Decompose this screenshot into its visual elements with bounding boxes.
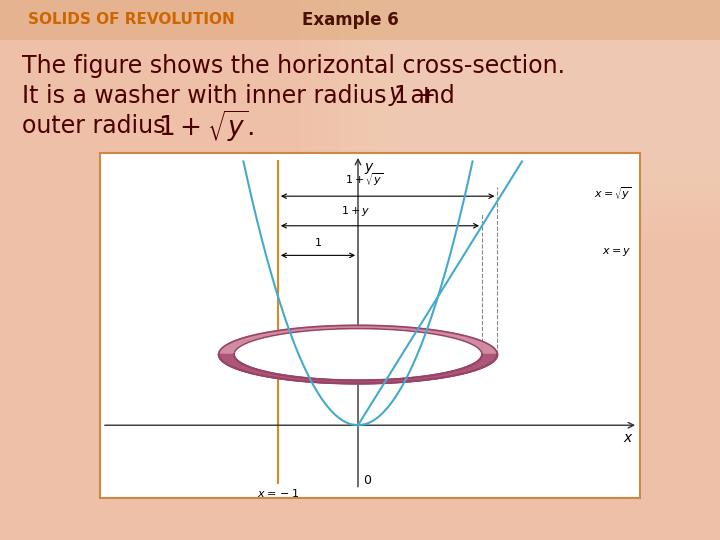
FancyBboxPatch shape [0, 0, 720, 40]
Text: and: and [403, 84, 455, 108]
Text: $x=\sqrt{y}$: $x=\sqrt{y}$ [593, 185, 631, 202]
Polygon shape [219, 325, 498, 383]
Polygon shape [234, 328, 482, 380]
Polygon shape [219, 354, 498, 383]
Text: The figure shows the horizontal cross-section.: The figure shows the horizontal cross-se… [22, 54, 565, 78]
Text: outer radius: outer radius [22, 114, 173, 138]
Text: $0$: $0$ [363, 474, 372, 487]
FancyBboxPatch shape [100, 153, 640, 498]
Text: $1$: $1$ [314, 235, 322, 248]
Text: $1+y$: $1+y$ [341, 204, 371, 218]
Text: $y$: $y$ [388, 84, 405, 108]
Text: SOLIDS OF REVOLUTION: SOLIDS OF REVOLUTION [28, 12, 235, 28]
Text: © Thomson Higher Education: © Thomson Higher Education [108, 485, 233, 494]
Text: $y$: $y$ [338, 341, 348, 355]
Text: $x=-1$: $x=-1$ [257, 487, 299, 499]
Text: $x=y$: $x=y$ [603, 246, 631, 258]
Text: It is a washer with inner radius 1 +: It is a washer with inner radius 1 + [22, 84, 444, 108]
Text: $1+\sqrt{y}$: $1+\sqrt{y}$ [345, 172, 383, 188]
Text: $y$: $y$ [364, 161, 374, 177]
Text: $x$: $x$ [624, 431, 634, 445]
Text: Example 6: Example 6 [302, 11, 398, 29]
Text: $1+\sqrt{y}.$: $1+\sqrt{y}.$ [158, 108, 253, 144]
